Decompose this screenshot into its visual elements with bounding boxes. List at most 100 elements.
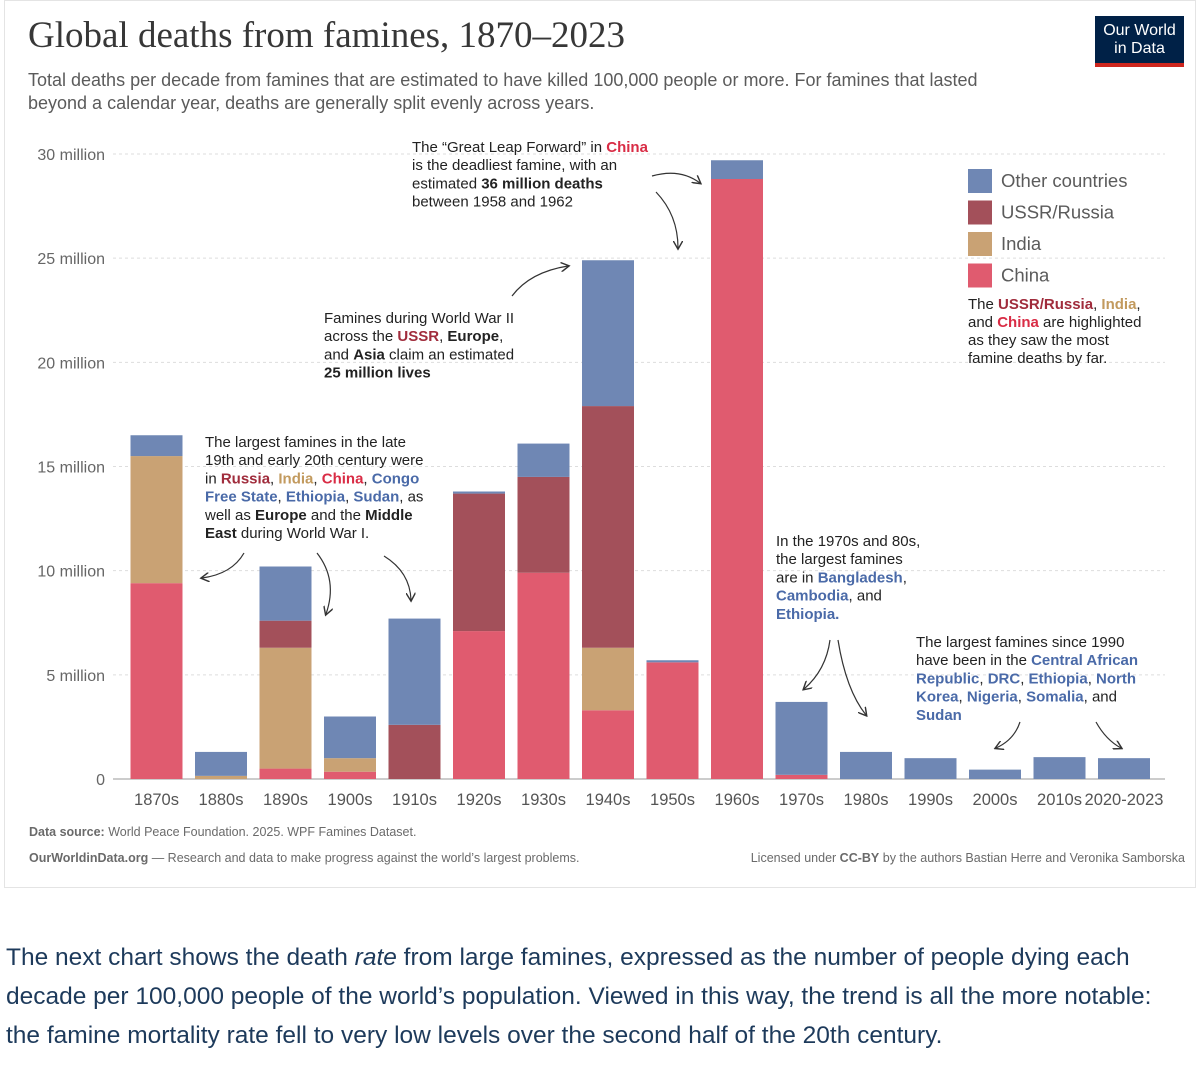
- owid-tagline: OurWorldinData.org — Research and data t…: [29, 851, 579, 865]
- bar-segment[interactable]: [969, 769, 1021, 779]
- legend-swatch: [968, 232, 992, 256]
- annotation-since-1990-line: Republic, DRC, Ethiopia, North: [916, 670, 1136, 687]
- x-tick-label: 2010s: [1037, 791, 1082, 809]
- x-tick-label: 1950s: [650, 791, 695, 809]
- bar-segment[interactable]: [646, 660, 699, 663]
- bar-segment[interactable]: [130, 435, 183, 457]
- legend-swatch: [968, 263, 992, 288]
- annotation-great-leap-line: between 1958 and 1962: [412, 194, 573, 211]
- legend-label: USSR/Russia: [1001, 202, 1115, 223]
- x-tick-label: 1930s: [521, 791, 566, 809]
- y-tick-label: 0: [96, 772, 105, 789]
- annotation-arrows: [202, 172, 1121, 748]
- bar-segment[interactable]: [582, 710, 634, 779]
- annotation-ww2-line: across the USSR, Europe,: [324, 328, 503, 345]
- bar-segment[interactable]: [904, 758, 957, 779]
- legend-label: Other countries: [1001, 170, 1127, 191]
- legend-swatch: [968, 200, 992, 225]
- annotation-since-1990-line: Korea, Nigeria, Somalia, and: [916, 689, 1117, 706]
- logo-line-2: in Data: [1114, 40, 1165, 57]
- bars: [130, 160, 1150, 779]
- annotation-since-1990-line: have been in the Central African: [916, 652, 1138, 669]
- bar-segment[interactable]: [259, 768, 312, 779]
- y-tick-label: 25 million: [37, 251, 105, 268]
- bar-segment[interactable]: [840, 751, 892, 779]
- x-tick-label: 1910s: [392, 791, 437, 809]
- annotation-1970s-80s-line: Cambodia, and: [776, 588, 882, 605]
- x-tick-label: 2020-2023: [1085, 791, 1164, 809]
- bar-segment[interactable]: [646, 662, 699, 779]
- bar-segment[interactable]: [775, 701, 828, 775]
- bar-segment[interactable]: [711, 160, 763, 179]
- bar-segment[interactable]: [388, 618, 441, 725]
- legend-swatch: [968, 169, 992, 193]
- bar-segment[interactable]: [259, 620, 312, 648]
- x-tick-label: 1900s: [328, 791, 373, 809]
- arrow-19th-1: [202, 552, 245, 578]
- bar-segment[interactable]: [582, 260, 634, 407]
- emphasis-rate: rate: [354, 944, 397, 971]
- y-tick-label: 10 million: [37, 564, 105, 581]
- chart-title: Global deaths from famines, 1870–2023: [28, 15, 625, 56]
- bar-segment[interactable]: [195, 751, 247, 776]
- bar-segment[interactable]: [517, 476, 570, 573]
- bar-segment[interactable]: [453, 493, 505, 632]
- bar-segment[interactable]: [711, 179, 763, 779]
- arrow-19th-2: [316, 552, 330, 614]
- annotation-1970s-80s-line: the largest famines: [776, 551, 903, 568]
- legend-note-line: famine deaths by far.: [968, 350, 1107, 367]
- legend-note-line: as they saw the most: [968, 332, 1110, 349]
- bar-segment[interactable]: [324, 771, 376, 779]
- bar-segment[interactable]: [388, 724, 441, 779]
- x-tick-label: 1890s: [263, 791, 308, 809]
- chart-subtitle-line-1: Total deaths per decade from famines tha…: [28, 70, 978, 90]
- arrow-ww2: [511, 266, 568, 297]
- bar-segment[interactable]: [517, 443, 570, 477]
- bar-segment[interactable]: [453, 491, 505, 494]
- annotation-late-19th-line: well as Europe and the Middle: [204, 507, 413, 524]
- legend-label: India: [1001, 233, 1042, 254]
- chart: Global deaths from famines, 1870–2023 To…: [28, 15, 1185, 865]
- bar-segment[interactable]: [130, 456, 183, 584]
- annotation-since-1990-line: The largest famines since 1990: [916, 634, 1124, 651]
- y-tick-label: 15 million: [37, 460, 105, 477]
- y-tick-label: 20 million: [37, 355, 105, 372]
- owid-logo[interactable]: Our World in Data: [1095, 16, 1184, 67]
- x-axis: 1870s 1880s 1890s 1900s 1910s 1920s 1930s 1940s…: [134, 791, 1163, 809]
- arrow-great-leap-1: [651, 172, 700, 183]
- bar-segment[interactable]: [582, 647, 634, 711]
- bar-segment[interactable]: [130, 583, 183, 779]
- bar-segment[interactable]: [1033, 757, 1086, 779]
- y-axis: 0 5 million 10 million 15 million 20 million…: [37, 147, 105, 789]
- x-tick-label: 1990s: [908, 791, 953, 809]
- bar-segment[interactable]: [324, 716, 376, 759]
- annotation-1970s-80s-line: are in Bangladesh,: [776, 569, 907, 586]
- annotation-ww2-line: 25 million lives: [324, 365, 431, 382]
- bar-segment[interactable]: [1098, 758, 1150, 779]
- bar-segment[interactable]: [324, 758, 376, 772]
- data-source: Data source: World Peace Foundation. 202…: [29, 825, 416, 839]
- license: Licensed under CC-BY by the authors Bast…: [751, 851, 1185, 865]
- annotation-ww2-line: Famines during World War II: [324, 310, 514, 327]
- arrow-2020s: [1095, 721, 1121, 748]
- chart-subtitle-line-2: beyond a calendar year, deaths are gener…: [28, 93, 594, 113]
- annotation-since-1990-line: Sudan: [916, 707, 962, 724]
- legend-note-line: The USSR/Russia, India,: [968, 296, 1141, 313]
- bar-segment[interactable]: [582, 406, 634, 648]
- bar-segment[interactable]: [453, 631, 505, 779]
- annotation-late-19th-line: East during World War I.: [205, 525, 369, 542]
- x-tick-label: 2000s: [973, 791, 1018, 809]
- x-tick-label: 1970s: [779, 791, 824, 809]
- bar-segment[interactable]: [775, 774, 828, 779]
- annotation-great-leap-line: estimated 36 million deaths: [412, 175, 603, 192]
- bar-segment[interactable]: [259, 566, 312, 621]
- annotation-great-leap-line: The “Great Leap Forward” in China: [412, 139, 649, 156]
- annotation-1970s-80s-line: Ethiopia.: [776, 606, 839, 623]
- bar-segment[interactable]: [259, 647, 312, 769]
- bar-segment[interactable]: [517, 572, 570, 779]
- bar-segment[interactable]: [195, 775, 247, 779]
- arrow-1970s: [804, 639, 831, 689]
- arrow-19th-3: [383, 555, 411, 600]
- chart-footer: Data source: World Peace Foundation. 202…: [29, 825, 1185, 865]
